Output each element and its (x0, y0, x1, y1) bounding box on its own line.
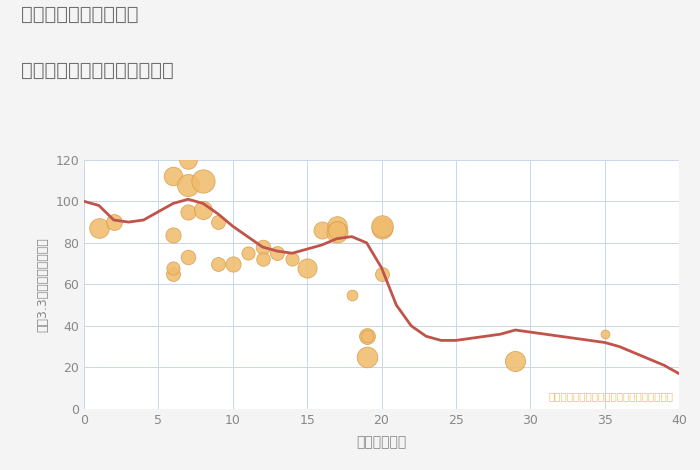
Point (168, 231, 179, 238)
Point (212, 218, 223, 226)
Point (168, 172, 179, 180)
Point (227, 260, 238, 267)
Point (331, 227, 342, 234)
Point (183, 156, 194, 164)
Point (361, 332, 372, 340)
Point (376, 222, 387, 230)
Point (510, 357, 521, 365)
Point (272, 250, 283, 257)
Point (168, 264, 179, 272)
Y-axis label: 坪（3.3㎡）単価（万円）: 坪（3.3㎡）単価（万円） (36, 237, 50, 332)
Point (93, 225, 104, 232)
Point (183, 181, 194, 188)
Point (361, 332, 372, 340)
Point (197, 206, 209, 213)
Text: 円の大きさは、取引のあった物件面積を示す: 円の大きさは、取引のあった物件面積を示す (548, 392, 673, 401)
X-axis label: 築年数（年）: 築年数（年） (356, 435, 407, 449)
Point (242, 250, 253, 257)
Point (599, 330, 610, 338)
Point (197, 177, 209, 184)
Point (316, 227, 328, 234)
Point (168, 270, 179, 278)
Point (257, 256, 268, 263)
Point (212, 260, 223, 267)
Point (346, 291, 357, 298)
Point (183, 208, 194, 215)
Text: 三重県津市河芸町上野: 三重県津市河芸町上野 (21, 5, 139, 24)
Text: 築年数別中古マンション価格: 築年数別中古マンション価格 (21, 61, 174, 80)
Point (376, 225, 387, 232)
Point (302, 264, 313, 272)
Point (361, 353, 372, 361)
Point (257, 243, 268, 251)
Point (108, 218, 119, 226)
Point (331, 222, 342, 230)
Point (287, 256, 298, 263)
Point (183, 254, 194, 261)
Point (331, 229, 342, 236)
Point (376, 270, 387, 278)
